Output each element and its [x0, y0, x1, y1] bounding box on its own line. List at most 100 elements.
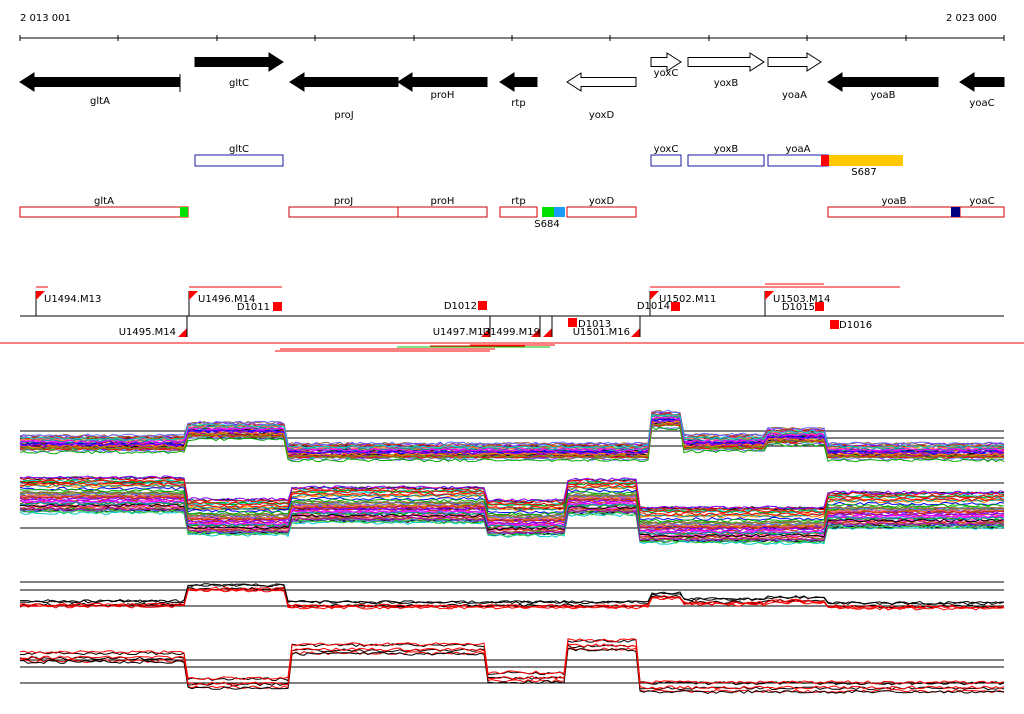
expression-profile-line [19, 422, 1004, 459]
gene-label-rtp: rtp [511, 98, 525, 109]
expression-profile-line [19, 409, 1005, 446]
operon-box-yoaB [827, 206, 961, 218]
expression-profile-line [19, 491, 1004, 526]
operon-label-rtp: rtp [511, 196, 525, 207]
gene-arrow-yoxB [687, 52, 765, 72]
gene-arrow-proH [397, 72, 488, 92]
gene-label-yoaC: yoaC [969, 98, 994, 109]
operon-label-proH: proH [431, 196, 455, 207]
expression-profile-line [19, 588, 1005, 611]
segment-green-S684 [542, 207, 554, 217]
expression-profile-line [19, 488, 1005, 523]
gene-arrow-yoxD [566, 72, 637, 92]
terminator-marker [478, 301, 487, 310]
terminator-marker [273, 302, 282, 311]
operon-label-yoxD: yoxD [589, 196, 615, 207]
transcript-label-gltC: gltC [229, 144, 249, 155]
expression-profile-line [19, 501, 1005, 536]
operon-box-gltA [19, 206, 189, 218]
transcript-label-yoxB: yoxB [714, 144, 739, 155]
segment-yellow-S687 [829, 155, 903, 166]
expression-profile-line [19, 507, 1005, 542]
transcript-box-yoxB [687, 154, 765, 167]
segment-red-marker [821, 155, 829, 166]
gene-track: gltA gltC proJ proH rtp yoxD yoxC yoxB yoaA yoaB y… [19, 52, 1005, 121]
promoter-label-U1502.M11: U1502.M11 [659, 294, 716, 305]
gene-label-proH: proH [431, 90, 455, 101]
operon-track-red: gltA proJ proH rtp yoxD yoaB yoaC S684 [19, 196, 1005, 230]
expression-profile-line [19, 499, 1005, 534]
promoter-flag-rev [481, 328, 490, 337]
terminator-label-D1013: D1013 [578, 319, 611, 330]
segment-label-S687: S687 [851, 167, 876, 178]
transcript-box-yoxC [650, 154, 682, 167]
terminator-label-D1011: D1011 [237, 302, 270, 313]
expression-panel-1 [19, 409, 1005, 463]
promoter-flag-rev [631, 328, 640, 337]
transcript-track-blue: gltC yoxC yoxB yoaA S687 [194, 144, 903, 178]
promoter-label-U1495.M14: U1495.M14 [119, 327, 176, 338]
expression-profile-line [19, 418, 1005, 455]
promoter-flag-rev [178, 328, 187, 337]
expression-profile-line [19, 648, 1005, 694]
expression-profile-line [19, 476, 1005, 511]
gene-arrow-yoaB [827, 72, 939, 92]
transcript-box-gltC [194, 154, 284, 167]
operon-label-proJ: proJ [334, 196, 353, 207]
gene-arrow-yoxC [650, 52, 682, 72]
operon-box-proH [397, 206, 488, 218]
expression-profile-line [19, 420, 1005, 457]
expression-profile-line [19, 638, 1005, 685]
gene-arrow-yoaA [767, 52, 822, 72]
terminator-label-D1014: D1014 [637, 301, 670, 312]
expression-profile-line [19, 416, 1005, 453]
promoter-flag [765, 291, 774, 300]
promoter-label-U1497.M13: U1497.M13 [433, 327, 490, 338]
promoter-label-U1501.M16: U1501.M16 [573, 327, 630, 338]
expression-profile-line [20, 503, 1005, 538]
ruler-ticks [19, 35, 1005, 41]
expression-profile-line [19, 425, 1005, 463]
segment-navy-marker [951, 207, 960, 217]
gene-label-yoxD: yoxD [589, 110, 615, 121]
gene-label-yoxB: yoxB [714, 78, 739, 89]
expression-panel-3 [19, 581, 1005, 611]
expression-profile-line [19, 413, 1005, 449]
expression-profile-line [19, 643, 1005, 690]
operon-label-yoaC: yoaC [969, 196, 994, 207]
gene-arrow-yoaC [959, 72, 1005, 92]
promoter-label-U1503.M14: U1503.M14 [773, 294, 830, 305]
expression-panel-4 [19, 638, 1005, 694]
gene-arrow-gltA [19, 72, 181, 92]
gene-label-gltC: gltC [229, 78, 249, 89]
terminator-label-D1015: D1015 [782, 302, 815, 313]
promoter-label-U1496.M14: U1496.M14 [198, 294, 255, 305]
operon-label-gltA: gltA [94, 196, 114, 207]
operon-label-yoaB: yoaB [881, 196, 906, 207]
ruler-end-label: 2 023 000 [946, 13, 997, 24]
expression-profile-line [19, 583, 1004, 606]
expression-profile-line [19, 495, 1005, 530]
segment-label-S684: S684 [534, 219, 559, 230]
expression-profile-line [19, 647, 1005, 694]
operon-box-proJ [288, 206, 399, 218]
expression-profile-line [19, 475, 1005, 510]
expression-profile-line [19, 479, 1005, 514]
promoter-flag-rev [543, 328, 552, 337]
operon-box-yoxD [566, 206, 637, 218]
promoter-label-U1499.M19: U1499.M19 [483, 327, 540, 338]
promoter-flag [36, 291, 45, 300]
gene-label-gltA: gltA [90, 96, 110, 107]
terminator-marker [830, 320, 839, 329]
gene-arrow-rtp [499, 72, 538, 92]
gene-label-proJ: proJ [334, 110, 353, 121]
terminator-label-D1012: D1012 [444, 301, 477, 312]
gene-label-yoxC: yoxC [654, 68, 679, 79]
gene-arrow-proJ [289, 72, 399, 92]
gene-label-yoaA: yoaA [782, 90, 807, 101]
terminator-marker [568, 318, 577, 327]
terminator-marker [671, 302, 680, 311]
gene-arrow-gltC [194, 52, 284, 72]
